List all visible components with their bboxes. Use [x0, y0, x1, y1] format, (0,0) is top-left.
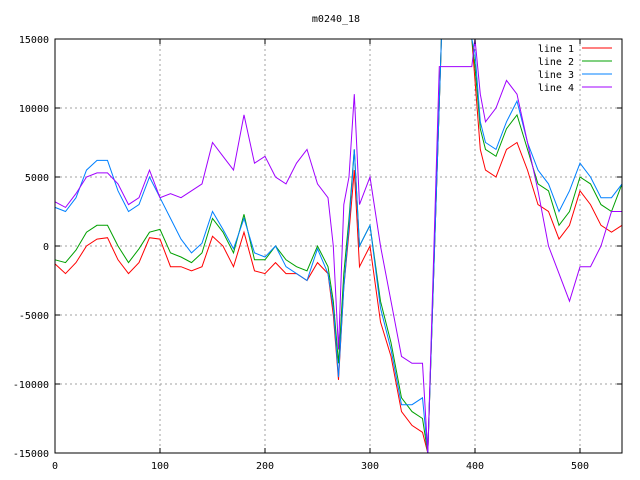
y-tick-label: 10000 — [19, 104, 49, 115]
legend-label-2: line 2 — [538, 57, 574, 68]
x-tick-label: 300 — [361, 461, 379, 472]
x-tick-label: 0 — [52, 461, 58, 472]
x-tick-label: 400 — [466, 461, 484, 472]
x-tick-label: 100 — [151, 461, 169, 472]
x-tick-label: 200 — [256, 461, 274, 472]
legend: line 1 line 2 line 3 line 4 — [538, 44, 612, 94]
legend-label-4: line 4 — [538, 83, 574, 94]
y-tick-label: 0 — [43, 242, 49, 253]
x-tick-label: 500 — [571, 461, 589, 472]
legend-label-3: line 3 — [538, 70, 574, 81]
y-tick-label: 5000 — [25, 173, 49, 184]
grid — [55, 39, 622, 453]
series-group — [54, 38, 623, 454]
y-tick-label: -10000 — [13, 380, 49, 391]
axis-ticks: 0 100 200 300 400 500 -15000 -10000 -5000 0 5000 10… — [13, 35, 622, 472]
series-line-4 — [54, 38, 622, 454]
series-line-1 — [54, 38, 623, 454]
y-tick-label: -5000 — [19, 311, 49, 322]
chart-title: m0240_18 — [312, 14, 360, 25]
legend-label-1: line 1 — [538, 44, 574, 55]
y-tick-label: 15000 — [19, 35, 49, 46]
y-tick-label: -15000 — [13, 449, 49, 460]
